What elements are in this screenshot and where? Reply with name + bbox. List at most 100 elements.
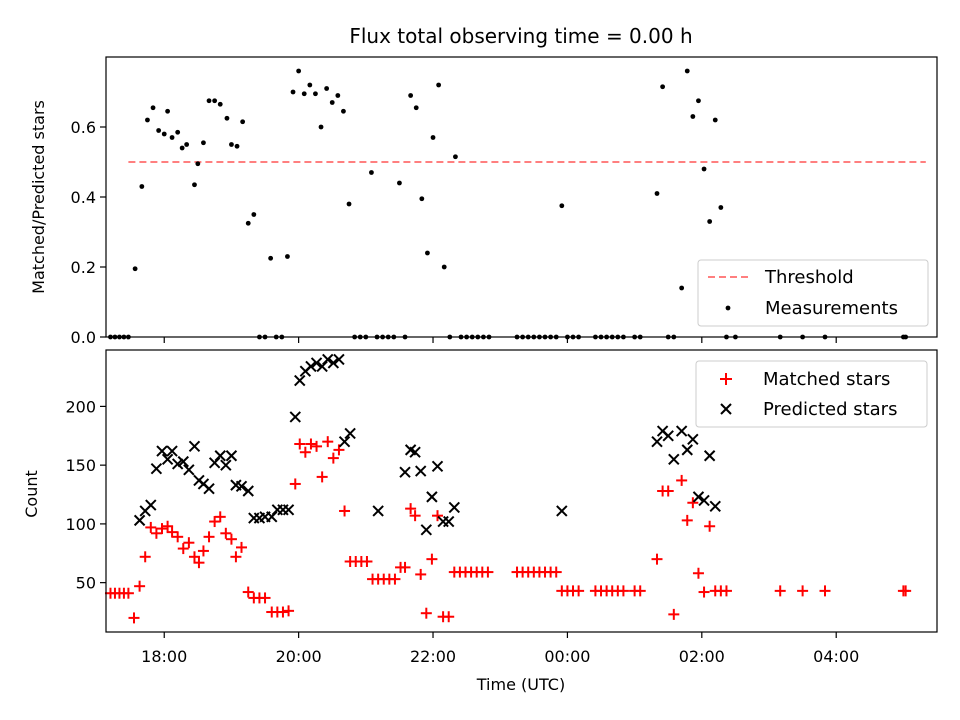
predicted-point xyxy=(316,360,328,373)
matched-point xyxy=(294,438,306,450)
matched-point xyxy=(443,611,455,623)
predicted-point xyxy=(399,466,411,478)
matched-point xyxy=(774,585,786,597)
measurement-point xyxy=(696,98,701,104)
predicted-point xyxy=(282,504,295,516)
bottom-ytick-label: 200 xyxy=(65,397,96,416)
measurement-point xyxy=(179,145,185,151)
matched-point xyxy=(197,545,209,557)
predicted-point xyxy=(305,360,317,373)
matched-point xyxy=(361,556,373,567)
predicted-point xyxy=(442,515,455,528)
top-ytick-label: 0.2 xyxy=(71,258,96,277)
matched-point xyxy=(156,523,168,535)
measurement-point xyxy=(712,117,718,123)
top-ytick-label: 0.6 xyxy=(71,118,96,137)
predicted-point xyxy=(703,450,716,462)
bottom-yticks: 50 100 150 200 xyxy=(65,397,106,593)
matched-point xyxy=(617,585,629,597)
legend-matched-swatch xyxy=(720,373,732,385)
measurement-point xyxy=(240,119,246,125)
bottom-ytick-label: 150 xyxy=(65,456,96,475)
predicted-point xyxy=(225,450,238,462)
matched-point xyxy=(277,606,289,618)
matched-point xyxy=(145,521,157,533)
measurement-point xyxy=(156,128,162,133)
legend-measurements-label: Measurements xyxy=(765,298,898,319)
matched-point xyxy=(236,541,248,553)
top-yticks: 0.0 0.2 0.4 0.6 xyxy=(71,118,106,347)
matched-point xyxy=(662,485,674,497)
measurement-point xyxy=(245,220,251,226)
measurement-point xyxy=(212,98,218,104)
measurement-point xyxy=(296,68,302,74)
matched-point xyxy=(139,551,151,563)
measurement-point xyxy=(268,255,274,261)
measurement-point xyxy=(436,82,442,88)
predicted-point xyxy=(177,455,189,468)
bottom-ytick-label: 100 xyxy=(65,515,96,534)
x-axis-label: Time (UTC) xyxy=(476,675,565,694)
bottom-xticks: 18:00 20:00 22:00 00:00 02:00 04:00 xyxy=(141,632,859,666)
predicted-point xyxy=(310,357,323,369)
measurement-point xyxy=(341,108,346,114)
predicted-point xyxy=(183,464,195,476)
measurement-point xyxy=(397,180,402,186)
matched-point xyxy=(316,471,328,483)
matched-point xyxy=(259,592,271,604)
measurement-point xyxy=(690,114,696,119)
matched-point xyxy=(432,510,444,522)
bottom-y-axis-label: Count xyxy=(22,470,41,518)
measurement-point xyxy=(150,105,156,111)
bottom-legend-box xyxy=(695,360,928,428)
matched-point xyxy=(333,444,345,456)
predicted-point xyxy=(409,446,421,458)
predicted-point xyxy=(220,459,232,471)
matched-point xyxy=(900,585,912,597)
measurement-point xyxy=(335,93,341,98)
predicted-point xyxy=(333,353,345,366)
matched-point xyxy=(550,566,562,578)
legend-predicted-label: Predicted stars xyxy=(763,399,897,420)
bottom-plot-frame xyxy=(105,349,938,633)
bottom-legend: Matched stars Predicted stars xyxy=(695,360,928,428)
matched-point xyxy=(122,587,134,599)
matched-point xyxy=(415,568,427,580)
matched-point xyxy=(322,436,334,448)
measurement-point xyxy=(229,142,234,147)
predicted-point xyxy=(420,524,433,536)
predicted-point xyxy=(662,430,674,442)
predicted-point xyxy=(166,445,178,457)
measurement-point xyxy=(234,143,240,149)
matched-point xyxy=(704,520,716,532)
legend-matched-label: Matched stars xyxy=(763,369,890,390)
measurement-point xyxy=(139,184,145,189)
legend-predicted-swatch xyxy=(720,403,732,415)
predicted-point xyxy=(448,501,461,514)
predicted-point xyxy=(426,491,438,503)
xtick-label: 04:00 xyxy=(813,647,859,666)
measurement-point xyxy=(192,182,197,188)
measurement-point xyxy=(425,250,430,256)
bottom-marks xyxy=(104,353,912,624)
predicted-point xyxy=(203,482,215,495)
predicted-point xyxy=(156,445,168,457)
matched-point xyxy=(299,446,311,458)
measurement-point xyxy=(195,161,201,167)
matched-point xyxy=(225,533,237,545)
measurement-point xyxy=(285,254,290,259)
predicted-point xyxy=(208,457,221,469)
matched-point xyxy=(289,478,301,490)
matched-point xyxy=(327,452,339,464)
measurement-point xyxy=(369,170,374,175)
predicted-point xyxy=(266,511,278,523)
xtick-label: 02:00 xyxy=(679,647,725,666)
predicted-point xyxy=(687,433,699,446)
matched-point xyxy=(389,573,401,585)
legend-threshold-label: Threshold xyxy=(764,267,854,288)
predicted-point xyxy=(675,425,688,437)
measurement-point xyxy=(132,266,138,272)
matched-point xyxy=(819,585,831,597)
matched-point xyxy=(426,553,438,565)
